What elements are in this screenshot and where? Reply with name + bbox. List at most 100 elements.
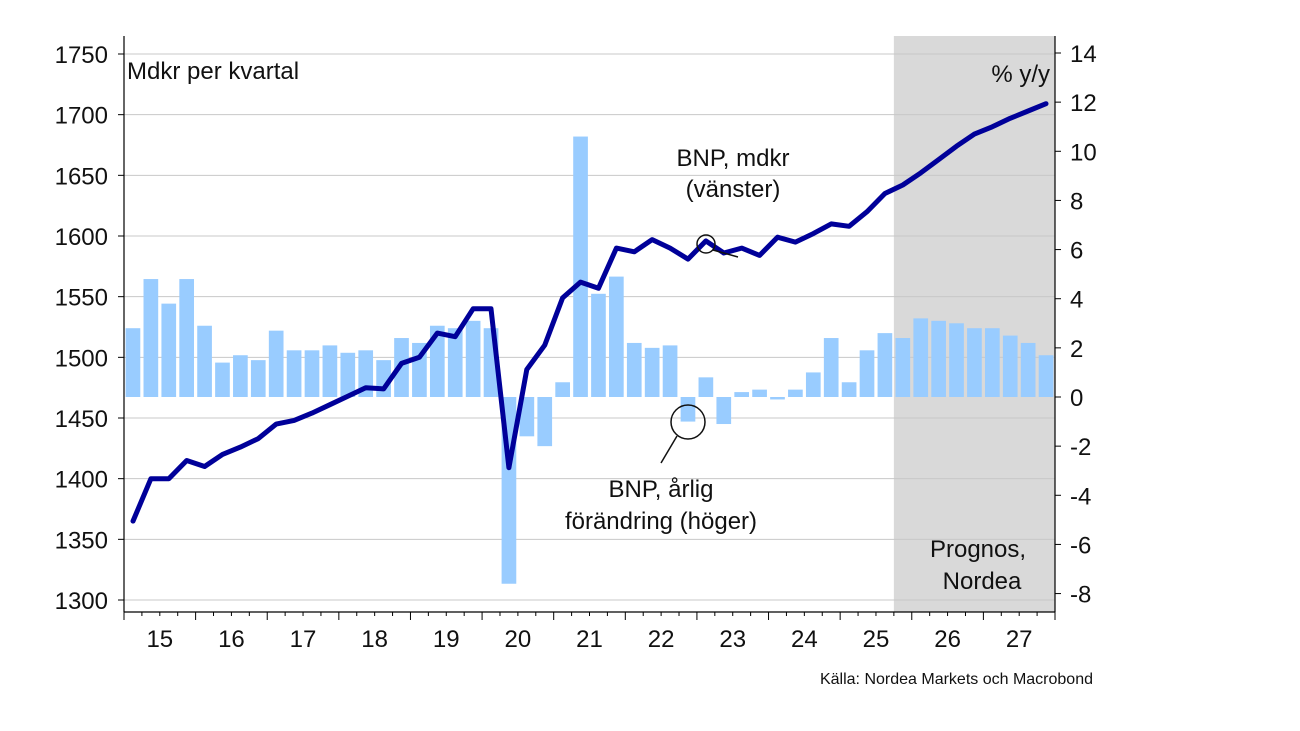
growth-bar (949, 323, 964, 397)
growth-bar (644, 347, 660, 397)
left-tick-label: 1400 (55, 467, 108, 494)
bar-annotation-leader (660, 435, 678, 464)
growth-bar (1002, 335, 1018, 397)
growth-bar (215, 362, 230, 397)
right-tick-label: 14 (1070, 41, 1097, 68)
x-tick-label: 15 (146, 626, 173, 653)
growth-bar (805, 372, 821, 397)
left-tick-label: 1500 (55, 345, 108, 372)
growth-bar (465, 320, 481, 397)
growth-bar (358, 350, 374, 397)
bar-annotation-circle (670, 404, 706, 440)
left-axis-tick-labels: 1300 1350 1400 1450 1500 1550 1600 1650 1700 1750 (55, 42, 108, 615)
line-annotation-circle (696, 234, 716, 254)
left-tick-label: 1300 (55, 588, 108, 615)
growth-bar (752, 389, 767, 397)
growth-bar (1038, 355, 1054, 397)
growth-bar (591, 293, 606, 397)
right-tick-label: -2 (1070, 434, 1091, 461)
right-tick-label: 4 (1070, 287, 1083, 314)
left-tick-label: 1550 (55, 285, 108, 312)
growth-bar (573, 136, 588, 398)
growth-bar (680, 397, 696, 422)
right-tick-label: 8 (1070, 188, 1083, 215)
x-tick-label: 18 (361, 626, 388, 653)
right-tick-label: -4 (1070, 483, 1091, 510)
growth-bar (555, 382, 570, 397)
growth-bar (788, 389, 803, 397)
axes (118, 36, 1061, 620)
growth-bar (931, 320, 946, 397)
left-tick-label: 1700 (55, 103, 108, 130)
left-tick-label: 1650 (55, 163, 108, 190)
growth-bar (823, 338, 839, 397)
x-tick-label: 17 (290, 626, 317, 653)
growth-bar (537, 397, 553, 447)
growth-bar (143, 279, 159, 397)
growth-bar (304, 350, 320, 397)
growth-bar (770, 397, 785, 400)
right-tick-label: 6 (1070, 238, 1083, 265)
gdp-level-line (130, 101, 1049, 524)
growth-bar (447, 328, 463, 397)
line-annotation-leader (712, 249, 739, 258)
growth-bar (877, 333, 893, 397)
x-tick-label: 19 (433, 626, 460, 653)
growth-bar (662, 345, 678, 397)
left-unit-label: Mdkr per kvartal (127, 58, 299, 85)
growth-bar (734, 392, 750, 397)
right-axis-tick-labels: -8 -6 -4 -2 0 2 4 6 8 10 12 14 (1070, 41, 1097, 609)
gridlines (124, 53, 1055, 601)
growth-bar (716, 397, 732, 425)
growth-bar (322, 345, 338, 397)
forecast-label-line1: Prognos, (930, 536, 1026, 563)
growth-bar (286, 350, 302, 397)
right-tick-label: 2 (1070, 336, 1083, 363)
x-tick-label: 25 (863, 626, 890, 653)
growth-bar (1020, 342, 1036, 397)
growth-bar (340, 352, 356, 397)
growth-bar (519, 397, 535, 437)
growth-bar (609, 276, 624, 397)
line-annotation-line2: (vänster) (686, 176, 781, 203)
x-tick-label: 24 (791, 626, 818, 653)
x-axis-tick-labels: 15 16 17 18 19 20 21 22 23 24 25 26 27 (146, 626, 1032, 653)
growth-bar (179, 279, 195, 397)
x-tick-label: 22 (648, 626, 675, 653)
left-tick-label: 1450 (55, 406, 108, 433)
right-tick-label: -6 (1070, 532, 1091, 559)
line-annotation-line1: BNP, mdkr (677, 145, 790, 172)
right-tick-label: -8 (1070, 582, 1091, 609)
growth-bar (626, 342, 642, 397)
growth-bar (984, 328, 1000, 397)
x-tick-label: 20 (505, 626, 532, 653)
right-unit-label: % y/y (991, 61, 1050, 88)
growth-bar (197, 325, 212, 397)
source-note: Källa: Nordea Markets och Macrobond (820, 671, 1093, 688)
right-tick-label: 0 (1070, 385, 1083, 412)
bar-annotation-line1: BNP, årlig (609, 476, 714, 503)
growth-bar (895, 338, 911, 397)
growth-bar (913, 318, 929, 397)
right-tick-label: 12 (1070, 90, 1097, 117)
growth-bar (859, 350, 875, 397)
left-tick-label: 1600 (55, 224, 108, 251)
growth-bar (250, 360, 266, 397)
left-tick-label: 1750 (55, 42, 108, 69)
growth-bar (967, 328, 982, 397)
growth-bar (429, 325, 445, 397)
forecast-label-line2: Nordea (943, 568, 1022, 595)
growth-bar (125, 328, 141, 397)
right-tick-label: 10 (1070, 139, 1097, 166)
bar-annotation-line2: förändring (höger) (565, 508, 757, 535)
x-tick-label: 16 (218, 626, 245, 653)
growth-bar (841, 382, 857, 397)
growth-bar (233, 355, 248, 397)
x-tick-label: 26 (934, 626, 961, 653)
x-tick-label: 23 (719, 626, 746, 653)
growth-bar (268, 330, 284, 397)
x-tick-label: 27 (1006, 626, 1033, 653)
x-tick-label: 21 (576, 626, 603, 653)
left-tick-label: 1350 (55, 527, 108, 554)
